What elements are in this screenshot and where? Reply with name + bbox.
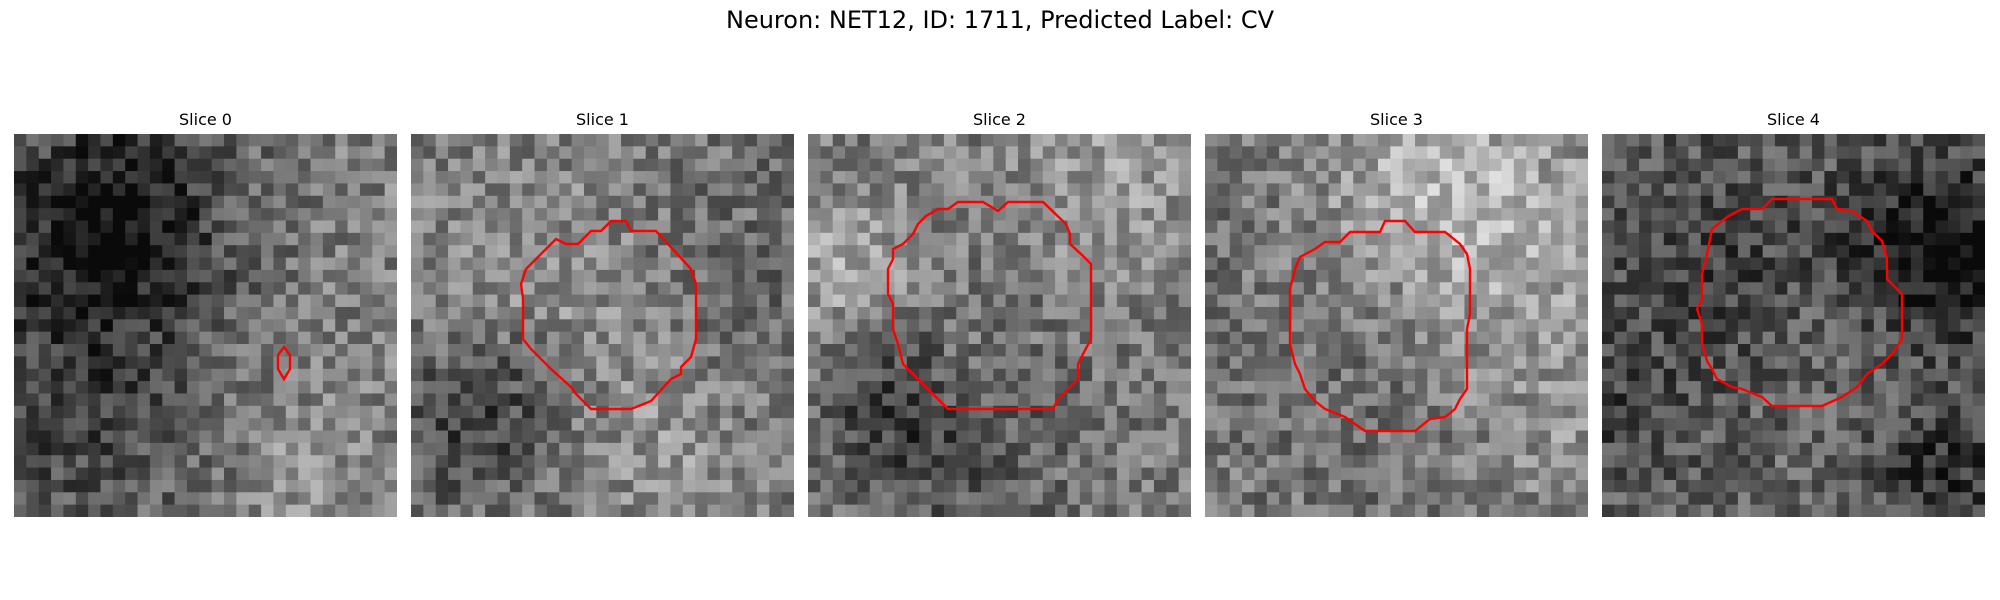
- slice-title: Slice 4: [1767, 110, 1820, 129]
- segmentation-contour: [1695, 197, 1904, 408]
- slice-image-0: [14, 134, 397, 517]
- slice-panel-4: Slice 4: [1602, 109, 1985, 517]
- figure-title: Neuron: NET12, ID: 1711, Predicted Label…: [726, 6, 1274, 34]
- segmentation-contour: [1288, 219, 1472, 433]
- slice-image-2: [808, 134, 1191, 517]
- slice-title: Slice 0: [179, 110, 232, 129]
- slice-panel-2: Slice 2: [808, 109, 1191, 517]
- segmentation-contour: [886, 200, 1093, 411]
- slice-title: Slice 1: [576, 110, 629, 129]
- slice-image-1: [411, 134, 794, 517]
- slice-panel-0: Slice 0: [14, 109, 397, 517]
- segmentation-contour: [519, 219, 698, 411]
- slice-title: Slice 3: [1370, 110, 1423, 129]
- slice-image-3: [1205, 134, 1588, 517]
- slice-title: Slice 2: [973, 110, 1026, 129]
- segmentation-contour: [276, 345, 292, 382]
- slice-image-4: [1602, 134, 1985, 517]
- slice-panel-3: Slice 3: [1205, 109, 1588, 517]
- slice-panel-1: Slice 1: [411, 109, 794, 517]
